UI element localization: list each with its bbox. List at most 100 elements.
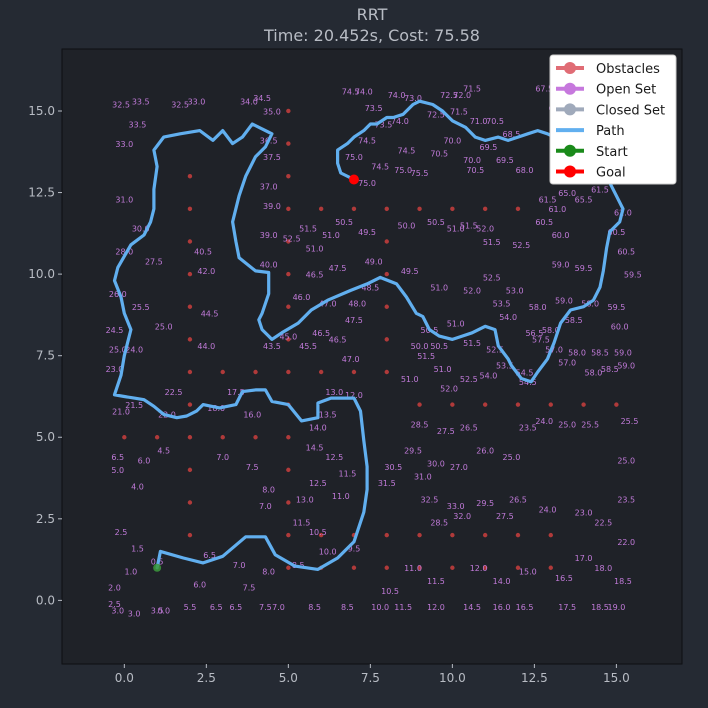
open-set-cost-label: 28.0 <box>115 248 133 257</box>
obstacle-point <box>417 532 422 538</box>
open-set-cost-label: 4.0 <box>131 482 144 491</box>
obstacle-point <box>515 532 521 538</box>
obstacle-point <box>187 500 193 505</box>
legend-label: Start <box>596 145 628 160</box>
x-tick-label: 12.5 <box>521 671 548 685</box>
open-set-cost-label: 51.0 <box>430 283 448 292</box>
open-set-cost-label: 50.0 <box>398 221 416 230</box>
open-set-cost-label: 65.0 <box>558 189 576 198</box>
obstacle-point <box>187 337 193 342</box>
x-tick-label: 2.5 <box>197 671 216 685</box>
open-set-cost-label: 14.0 <box>493 577 511 586</box>
open-set-cost-label: 60.5 <box>535 218 553 227</box>
open-set-cost-label: 51.0 <box>447 225 465 234</box>
open-set-cost-label: 25.0 <box>503 453 521 462</box>
open-set-cost-label: 21.0 <box>112 407 130 416</box>
obstacle-point <box>384 271 389 277</box>
open-set-cost-label: 16.0 <box>243 411 261 420</box>
start-goal-layer <box>153 174 359 572</box>
open-set-cost-label: 26.0 <box>109 290 127 299</box>
x-tick-label: 0.0 <box>115 671 134 685</box>
legend-label: Path <box>596 124 625 139</box>
open-set-cost-label: 61.5 <box>539 195 557 204</box>
legend-label: Open Set <box>596 83 656 98</box>
open-set-cost-label: 14.5 <box>306 443 324 452</box>
obstacle-point <box>384 337 389 342</box>
open-set-cost-label: 75.0 <box>394 166 412 175</box>
legend-marker <box>564 165 576 178</box>
open-set-cost-label: 22.5 <box>165 388 183 397</box>
obstacle-point <box>384 206 389 212</box>
open-set-cost-label: 12.0 <box>427 603 445 612</box>
open-set-cost-label: 28.5 <box>430 518 448 527</box>
open-set-cost-label: 68.5 <box>503 130 521 139</box>
open-set-cost-label: 57.0 <box>545 345 563 354</box>
obstacle-point <box>187 402 193 407</box>
obstacle-point <box>286 206 291 212</box>
open-set-cost-label: 45.5 <box>299 342 317 351</box>
open-set-cost-label: 11.5 <box>394 603 412 612</box>
open-set-cost-label: 11.0 <box>332 492 350 501</box>
open-set-cost-label: 10.0 <box>371 603 389 612</box>
x-tick-label: 7.5 <box>361 671 380 685</box>
legend-item: Goal <box>556 165 626 181</box>
open-set-cost-label: 40.5 <box>194 248 212 257</box>
open-set-cost-label: 59.0 <box>614 349 632 358</box>
legend-marker <box>564 62 576 74</box>
legend-item: Obstacles <box>556 62 660 77</box>
open-set-cost-label: 65.5 <box>575 195 593 204</box>
obstacle-point <box>220 435 225 440</box>
open-set-cost-label: 74.5 <box>342 88 360 97</box>
open-set-cost-label: 51.5 <box>460 221 478 230</box>
obstacle-point <box>318 532 324 538</box>
y-tick-label: 12.5 <box>28 186 55 200</box>
open-set-cost-label: 33.5 <box>132 97 150 106</box>
obstacle-point <box>384 565 389 570</box>
open-set-cost-label: 6.5 <box>210 603 223 612</box>
open-set-cost-label: 27.5 <box>145 257 163 266</box>
open-set-cost-label: 31.0 <box>115 195 133 204</box>
open-set-cost-label: 52.5 <box>283 234 301 243</box>
open-set-cost-label: 25.5 <box>621 417 639 426</box>
obstacle-point <box>187 174 193 179</box>
legend-item: Path <box>556 124 625 139</box>
open-set-cost-label: 47.0 <box>319 300 337 309</box>
open-set-cost-label: 10.5 <box>381 587 399 596</box>
open-set-cost-label: 74.0 <box>388 91 406 100</box>
open-set-cost-label: 46.0 <box>293 293 311 302</box>
obstacle-point <box>286 108 291 114</box>
open-set-cost-label: 58.0 <box>542 326 560 335</box>
open-set-cost-label: 37.0 <box>260 182 278 191</box>
open-set-cost-label: 33.0 <box>115 140 133 149</box>
open-set-cost-label: 48.0 <box>348 300 366 309</box>
obstacle-point <box>187 239 193 244</box>
open-set-cost-label: 27.5 <box>437 427 455 436</box>
open-set-cost-label: 51.5 <box>483 238 501 247</box>
y-tick-label: 0.0 <box>36 593 55 607</box>
obstacle-point <box>384 304 389 309</box>
obstacle-point <box>122 435 127 440</box>
open-set-cost-label: 54.5 <box>519 378 537 387</box>
obstacle-point <box>581 402 586 407</box>
open-set-cost-label: 2.0 <box>108 584 121 593</box>
open-set-cost-label: 27.5 <box>496 512 514 521</box>
open-set-cost-label: 25.0 <box>109 345 127 354</box>
x-tick-label: 15.0 <box>603 671 630 685</box>
chart-subtitle: Time: 20.452s, Cost: 75.58 <box>263 26 480 45</box>
open-set-cost-label: 12.0 <box>345 391 363 400</box>
obstacle-point <box>318 206 324 212</box>
open-set-cost-label: 52.5 <box>460 375 478 384</box>
open-set-cost-label: 47.0 <box>342 355 360 364</box>
open-set-cost-label: 12.5 <box>325 453 343 462</box>
open-set-cost-label: 31.0 <box>414 473 432 482</box>
obstacle-point <box>187 435 193 440</box>
open-set-cost-label: 45.0 <box>279 332 297 341</box>
open-set-cost-label: 50.0 <box>411 342 429 351</box>
open-set-cost-label: 52.5 <box>512 241 530 250</box>
obstacle-point <box>187 467 193 473</box>
open-set-cost-label: 67.5 <box>535 84 553 93</box>
open-set-cost-label: 51.5 <box>299 225 317 234</box>
open-set-cost-label: 58.5 <box>601 365 619 374</box>
open-set-cost-label: 25.5 <box>581 420 599 429</box>
legend-label: Goal <box>596 166 626 181</box>
